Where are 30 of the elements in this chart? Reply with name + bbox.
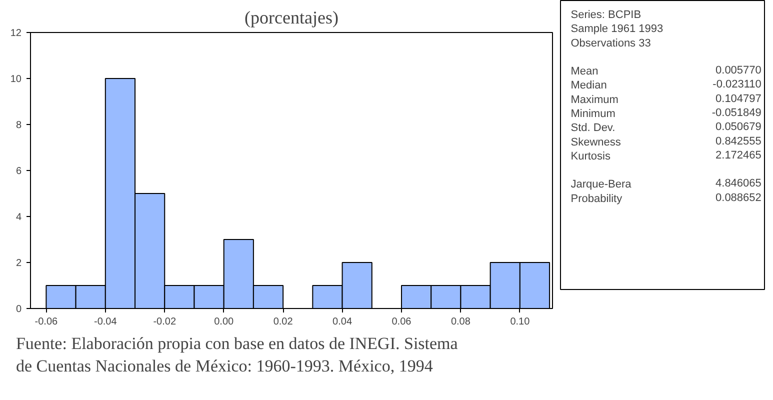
text: Kurtosis 2.172465 bbox=[570, 149, 762, 162]
text: Sample 1961 1993 bbox=[570, 23, 664, 36]
y-tick-label: 12 bbox=[10, 28, 22, 39]
text: Std. Dev. 0.050679 bbox=[570, 121, 762, 134]
x-tick-label: -0.02 bbox=[153, 316, 176, 328]
x-tick-label: 0.04 bbox=[332, 316, 352, 328]
text: Median -0.023110 bbox=[570, 78, 762, 92]
text: Maximum 0.104797 bbox=[570, 92, 762, 106]
y-tick-label: 6 bbox=[16, 166, 22, 177]
text: Mean 0.005770 bbox=[570, 64, 762, 78]
y-tick-label: 0 bbox=[16, 304, 22, 315]
y-tick-label: 8 bbox=[16, 120, 22, 131]
text: Probability 0.088652 bbox=[570, 192, 762, 205]
chart-title: (porcentajes) bbox=[244, 8, 338, 28]
x-tick-label: 0.00 bbox=[214, 316, 234, 328]
text: Skewness 0.842555 bbox=[570, 135, 762, 148]
x-tick-label: 0.08 bbox=[450, 316, 471, 328]
y-tick-label: 2 bbox=[16, 258, 22, 269]
x-tick-label: -0.06 bbox=[34, 316, 58, 328]
text: Series: BCPIB bbox=[570, 8, 642, 21]
text: Observations 33 bbox=[570, 37, 651, 50]
y-tick-label: 4 bbox=[16, 212, 22, 223]
text: Jarque-Bera 4.846065 bbox=[570, 178, 762, 191]
x-tick-label: 0.02 bbox=[273, 316, 294, 328]
text: Minimum -0.051849 bbox=[570, 107, 762, 120]
y-tick-label: 10 bbox=[10, 74, 22, 85]
x-tick-label: -0.04 bbox=[94, 316, 118, 328]
source-note: Fuente: Elaboración propia con base en datos de INEGI. Sistema de Cuentas Nacionales de México: 1960-1993. México, 1994 bbox=[16, 334, 458, 376]
x-tick-label: 0.10 bbox=[510, 316, 530, 328]
x-tick-label: 0.06 bbox=[392, 316, 412, 328]
